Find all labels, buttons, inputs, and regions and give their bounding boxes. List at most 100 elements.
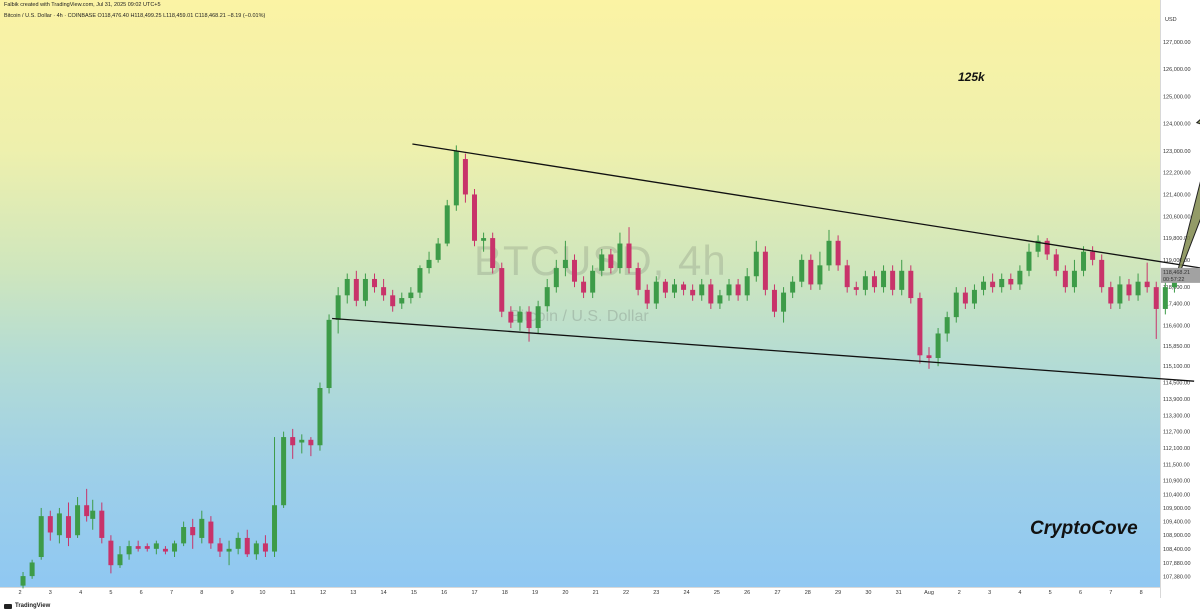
- candle-up: [671, 284, 677, 293]
- time-tick-label: 21: [593, 590, 599, 596]
- candle-down: [1108, 287, 1114, 304]
- candle-down: [635, 268, 641, 290]
- time-tick-label: 13: [350, 590, 356, 596]
- price-tick-label: 122,200.00: [1163, 171, 1191, 177]
- candle-up: [544, 287, 550, 307]
- tradingview-logo[interactable]: TradingView: [4, 603, 50, 609]
- time-tick-label: 24: [684, 590, 690, 596]
- candle-down: [162, 548, 168, 552]
- candle-down: [708, 284, 714, 304]
- candle-up: [199, 518, 205, 538]
- candle-up: [426, 259, 432, 269]
- candle-down: [290, 437, 296, 446]
- candle-up: [1117, 284, 1123, 304]
- candle-up: [126, 546, 132, 555]
- candle-down: [353, 278, 359, 301]
- time-tick-label: 14: [381, 590, 387, 596]
- price-tick-label: 109,900.00: [1163, 506, 1191, 512]
- candle-down: [1153, 287, 1159, 309]
- price-tick-label: 107,880.00: [1163, 561, 1191, 567]
- candle-down: [690, 289, 696, 296]
- candle-up: [417, 268, 423, 293]
- price-tick-label: 119,000.00: [1163, 258, 1190, 264]
- time-tick-label: 18: [502, 590, 508, 596]
- candle-down: [99, 510, 105, 538]
- candle-up: [535, 306, 541, 329]
- brand-signature: CryptoCove: [1030, 518, 1138, 539]
- candle-up: [1135, 281, 1141, 296]
- candle-down: [871, 276, 877, 288]
- candle-up: [326, 319, 332, 389]
- candle-down: [208, 521, 214, 544]
- time-tick-label: 9: [231, 590, 234, 596]
- candle-up: [317, 388, 323, 446]
- candle-down: [626, 243, 632, 269]
- price-tick-label: 109,400.00: [1163, 520, 1191, 526]
- candle-up: [653, 281, 659, 304]
- time-tick-label: 4: [1018, 590, 1021, 596]
- candle-up: [953, 292, 959, 318]
- time-tick-label: 31: [896, 590, 902, 596]
- time-tick-label: 25: [714, 590, 720, 596]
- candle-up: [335, 295, 341, 320]
- candle-down: [735, 284, 741, 296]
- time-tick-label: 5: [109, 590, 112, 596]
- candle-down: [890, 270, 896, 290]
- time-tick-label: 30: [865, 590, 871, 596]
- time-tick-label: 23: [653, 590, 659, 596]
- candle-up: [981, 281, 987, 290]
- time-tick-label: 3: [49, 590, 52, 596]
- candle-up: [562, 259, 568, 269]
- candle-up: [790, 281, 796, 293]
- price-tick-label: 125,000.00: [1163, 94, 1191, 100]
- candle-up: [862, 276, 868, 290]
- trendline-upper[interactable]: [412, 143, 1200, 271]
- candle-up: [999, 278, 1005, 288]
- time-tick-label: 15: [411, 590, 417, 596]
- candle-down: [681, 284, 687, 290]
- candle-up: [20, 576, 26, 586]
- current-price-tag: [1161, 267, 1200, 283]
- footer: [0, 598, 1200, 616]
- candle-down: [808, 259, 814, 285]
- candle-down: [1099, 259, 1105, 288]
- price-tick-label: 110,400.00: [1163, 492, 1190, 498]
- price-tick-label: 119,800.00: [1163, 236, 1190, 242]
- time-tick-label: 2: [18, 590, 21, 596]
- price-tick-label: 108,900.00: [1163, 533, 1191, 539]
- candle-down: [608, 254, 614, 269]
- candle-down: [108, 540, 114, 566]
- time-tick-label: 6: [1079, 590, 1082, 596]
- candle-down: [926, 355, 932, 359]
- price-tick-label: 114,500.00: [1163, 381, 1190, 387]
- candle-down: [662, 281, 668, 293]
- candle-up: [75, 505, 81, 536]
- candle-down: [462, 159, 468, 195]
- candle-up: [153, 543, 159, 549]
- candle-up: [253, 543, 259, 555]
- time-tick-label: Aug: [924, 590, 934, 596]
- price-tick-label: 118,000.00: [1163, 285, 1190, 291]
- candle-up: [281, 437, 287, 506]
- candle-up: [599, 254, 605, 271]
- candle-up: [753, 251, 759, 277]
- price-tick-label: 115,850.00: [1163, 344, 1190, 350]
- candle-down: [244, 537, 250, 555]
- candle-up: [617, 243, 623, 269]
- candle-up: [517, 311, 523, 323]
- symbol-line[interactable]: Bitcoin / U.S. Dollar · 4h · COINBASE: [4, 13, 96, 19]
- candle-up: [1035, 240, 1041, 252]
- time-tick-label: 20: [562, 590, 568, 596]
- time-tick-label: 10: [259, 590, 265, 596]
- trendline-lower[interactable]: [332, 317, 1195, 382]
- candle-down: [1062, 270, 1068, 288]
- price-tick-label: 108,400.00: [1163, 547, 1191, 553]
- candle-up: [181, 527, 187, 544]
- time-axis[interactable]: [0, 587, 1160, 599]
- candle-up: [553, 268, 559, 288]
- candle-down: [144, 546, 150, 549]
- candle-up: [408, 292, 414, 299]
- candle-down: [217, 543, 223, 552]
- projection-arrow[interactable]: [1175, 85, 1200, 278]
